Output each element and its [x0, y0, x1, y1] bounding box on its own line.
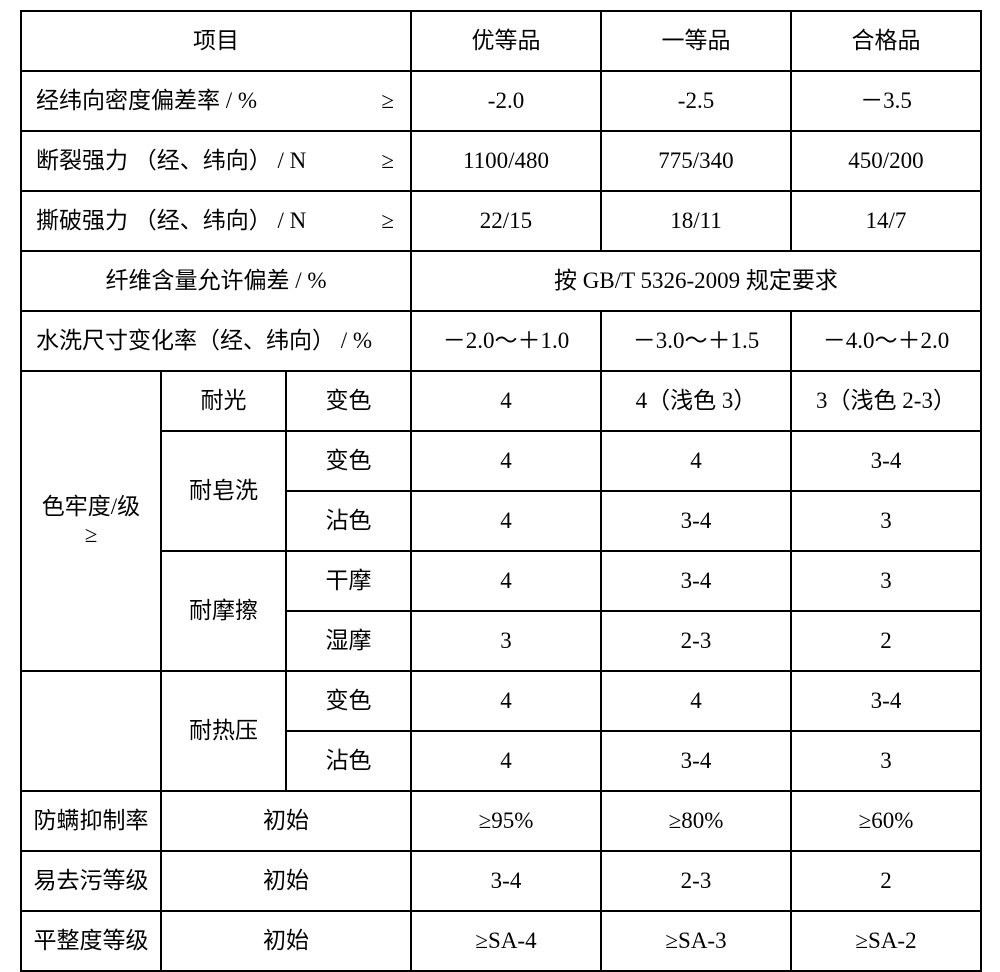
row-fiber-label: 纤维含量允许偏差 / % [21, 251, 411, 311]
row-mite-sub: 初始 [161, 791, 411, 851]
cell-value: －3.0～＋1.5 [601, 311, 791, 371]
header-project: 项目 [21, 11, 411, 71]
cell-value: 3-4 [791, 671, 981, 731]
cell-value: 3-4 [601, 551, 791, 611]
cell-value: ≥SA-4 [411, 911, 601, 971]
table-row: 易去污等级 初始 3-4 2-3 2 [21, 851, 981, 911]
cell-value: 22/15 [411, 191, 601, 251]
header-grade-b: 一等品 [601, 11, 791, 71]
ge-symbol: ≥ [381, 87, 404, 115]
fastness-sub: 变色 [286, 431, 411, 491]
cell-value: ≥95% [411, 791, 601, 851]
cell-value: 4（浅色 3） [601, 371, 791, 431]
fastness-cat-light: 耐光 [161, 371, 286, 431]
label-line2: ≥ [85, 522, 98, 547]
cell-value: ≥60% [791, 791, 981, 851]
ge-symbol: ≥ [381, 207, 404, 235]
ge-symbol: ≥ [381, 147, 404, 175]
table-row: 撕破强力 （经、纬向） / N ≥ 22/15 18/11 14/7 [21, 191, 981, 251]
spec-table: 项目 优等品 一等品 合格品 经纬向密度偏差率 / % ≥ -2.0 -2.5 … [20, 10, 982, 972]
cell-value: －4.0～＋2.0 [791, 311, 981, 371]
label-text: 经纬向密度偏差率 / % [36, 88, 257, 113]
cell-value: 4 [411, 431, 601, 491]
cell-value: 3 [411, 611, 601, 671]
fastness-sub: 沾色 [286, 491, 411, 551]
row-wash-label: 水洗尺寸变化率（经、纬向） / % [21, 311, 411, 371]
cell-value: 4 [601, 431, 791, 491]
table-row: 耐摩擦 干摩 4 3-4 3 [21, 551, 981, 611]
cell-value: 4 [411, 371, 601, 431]
cell-value: 775/340 [601, 131, 791, 191]
cell-value: ≥SA-3 [601, 911, 791, 971]
row-soil-label: 易去污等级 [21, 851, 161, 911]
cell-value: 2 [791, 851, 981, 911]
cell-value: 3 [791, 551, 981, 611]
cell-value: 4 [601, 671, 791, 731]
table-row: 色牢度/级 ≥ 耐光 变色 4 4（浅色 3） 3（浅色 2-3） [21, 371, 981, 431]
fastness-label: 色牢度/级 ≥ [21, 371, 161, 671]
cell-value: 4 [411, 671, 601, 731]
table-row: 项目 优等品 一等品 合格品 [21, 11, 981, 71]
row-flat-label: 平整度等级 [21, 911, 161, 971]
fastness-cat-rub: 耐摩擦 [161, 551, 286, 671]
cell-value: ≥SA-2 [791, 911, 981, 971]
label-line1: 色牢度/级 [42, 494, 140, 519]
cell-value: 4 [411, 731, 601, 791]
cell-value: -2.0 [411, 71, 601, 131]
header-grade-c: 合格品 [791, 11, 981, 71]
label-text: 撕破强力 （经、纬向） / N [36, 208, 306, 233]
cell-value: 3-4 [601, 731, 791, 791]
cell-value: －3.5 [791, 71, 981, 131]
table-row: 耐热压 变色 4 4 3-4 [21, 671, 981, 731]
cell-value: 14/7 [791, 191, 981, 251]
row-flat-sub: 初始 [161, 911, 411, 971]
fastness-sub: 湿摩 [286, 611, 411, 671]
table-row: 耐皂洗 变色 4 4 3-4 [21, 431, 981, 491]
row-mite-label: 防螨抑制率 [21, 791, 161, 851]
fastness-cat-heat: 耐热压 [161, 671, 286, 791]
cell-value: ≥80% [601, 791, 791, 851]
cell-value: 3 [791, 491, 981, 551]
fastness-sub: 变色 [286, 371, 411, 431]
cell-value: 3 [791, 731, 981, 791]
cell-value: 3（浅色 2-3） [791, 371, 981, 431]
cell-value: －2.0～＋1.0 [411, 311, 601, 371]
label-text: 断裂强力 （经、纬向） / N [36, 148, 306, 173]
fastness-sub: 干摩 [286, 551, 411, 611]
cell-value: 450/200 [791, 131, 981, 191]
row-soil-sub: 初始 [161, 851, 411, 911]
table-row: 平整度等级 初始 ≥SA-4 ≥SA-3 ≥SA-2 [21, 911, 981, 971]
fastness-label-blank [21, 671, 161, 791]
table-row: 水洗尺寸变化率（经、纬向） / % －2.0～＋1.0 －3.0～＋1.5 －4… [21, 311, 981, 371]
cell-value: 4 [411, 551, 601, 611]
row-fiber-merged: 按 GB/T 5326-2009 规定要求 [411, 251, 981, 311]
row-break-label: 断裂强力 （经、纬向） / N ≥ [21, 131, 411, 191]
cell-value: 3-4 [411, 851, 601, 911]
table-row: 断裂强力 （经、纬向） / N ≥ 1100/480 775/340 450/2… [21, 131, 981, 191]
fastness-sub: 沾色 [286, 731, 411, 791]
table-row: 经纬向密度偏差率 / % ≥ -2.0 -2.5 －3.5 [21, 71, 981, 131]
row-density-label: 经纬向密度偏差率 / % ≥ [21, 71, 411, 131]
header-grade-a: 优等品 [411, 11, 601, 71]
fastness-cat-soap: 耐皂洗 [161, 431, 286, 551]
fastness-sub: 变色 [286, 671, 411, 731]
table-row: 纤维含量允许偏差 / % 按 GB/T 5326-2009 规定要求 [21, 251, 981, 311]
cell-value: 3-4 [791, 431, 981, 491]
cell-value: 3-4 [601, 491, 791, 551]
cell-value: -2.5 [601, 71, 791, 131]
cell-value: 4 [411, 491, 601, 551]
cell-value: 2-3 [601, 611, 791, 671]
table-row: 防螨抑制率 初始 ≥95% ≥80% ≥60% [21, 791, 981, 851]
cell-value: 2-3 [601, 851, 791, 911]
row-tear-label: 撕破强力 （经、纬向） / N ≥ [21, 191, 411, 251]
cell-value: 1100/480 [411, 131, 601, 191]
cell-value: 18/11 [601, 191, 791, 251]
cell-value: 2 [791, 611, 981, 671]
